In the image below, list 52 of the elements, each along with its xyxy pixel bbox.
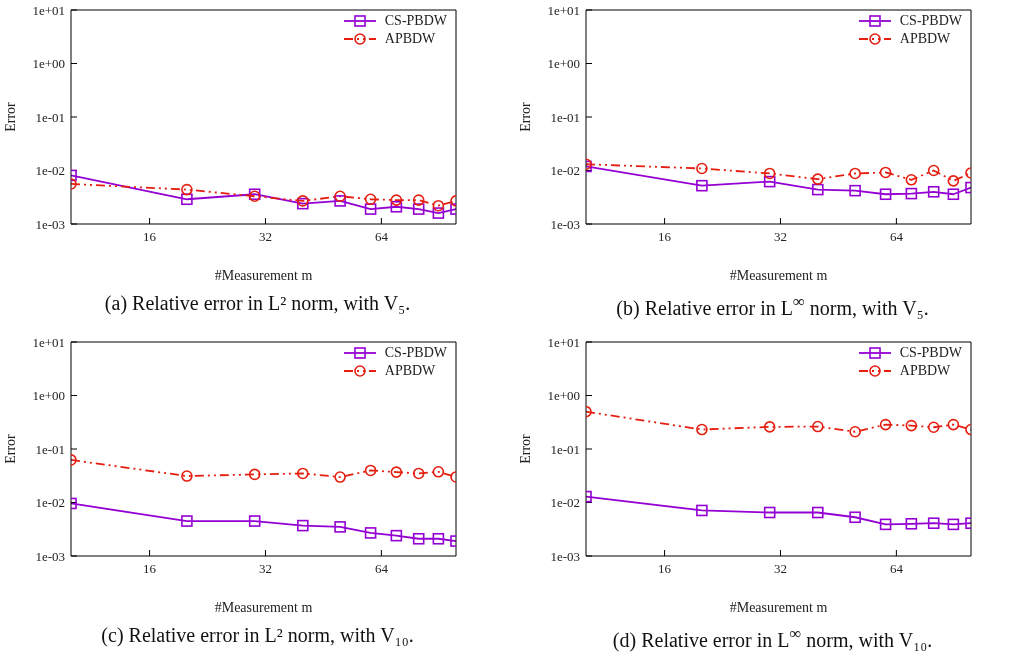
text: (c) Relative error in L² norm, with V₁₀. bbox=[100, 624, 415, 647]
legend-label: APBDW bbox=[899, 31, 951, 47]
y-tick-label: 1e+01 bbox=[547, 2, 580, 18]
x-axis-title: #Measurement m bbox=[729, 600, 828, 615]
legend-label: CS-PBDW bbox=[899, 345, 962, 361]
y-tick-label: 1e-02 bbox=[35, 163, 65, 179]
y-tick-label: 1e+00 bbox=[547, 388, 580, 404]
x-tick-label: 64 bbox=[374, 561, 389, 577]
y-axis-title: Error bbox=[517, 433, 533, 464]
y-tick-label: 1e-02 bbox=[35, 495, 65, 511]
y-axis-title: Error bbox=[2, 433, 18, 464]
x-tick-label: 16 bbox=[658, 229, 672, 245]
y-tick-label: 1e-03 bbox=[35, 548, 65, 564]
y-tick-label: 1e-02 bbox=[550, 495, 580, 511]
y-tick-label: 1e+01 bbox=[32, 334, 65, 350]
y-tick-label: 1e+00 bbox=[32, 388, 65, 404]
x-tick-label: 32 bbox=[773, 229, 787, 245]
y-tick-label: 1e-01 bbox=[550, 109, 580, 125]
y-tick-label: 1e-01 bbox=[550, 441, 580, 457]
x-tick-label: 32 bbox=[258, 229, 272, 245]
legend-label: CS-PBDW bbox=[899, 13, 962, 29]
text: (a) Relative error in L² norm, with V₅. bbox=[103, 292, 412, 315]
x-axis-title: #Measurement m bbox=[214, 268, 313, 283]
y-tick-label: 1e+00 bbox=[32, 56, 65, 72]
x-tick-label: 64 bbox=[889, 229, 904, 245]
text: (b) Relative error in L$^{∞}$ norm, with V₅. bbox=[615, 292, 930, 320]
x-tick-label: 16 bbox=[143, 561, 157, 577]
legend-label: APBDW bbox=[899, 363, 951, 379]
text: (d) Relative error in L$^{∞}$ norm, with V₁₀. bbox=[611, 624, 934, 652]
y-tick-label: 1e-01 bbox=[35, 441, 65, 457]
x-tick-label: 16 bbox=[143, 229, 157, 245]
x-axis-title: #Measurement m bbox=[214, 600, 313, 615]
y-axis-title: Error bbox=[2, 101, 18, 132]
y-tick-label: 1e-03 bbox=[550, 548, 580, 564]
y-tick-label: 1e+01 bbox=[32, 2, 65, 18]
x-tick-label: 64 bbox=[889, 561, 904, 577]
x-axis-title: #Measurement m bbox=[729, 268, 828, 283]
y-tick-label: 1e-02 bbox=[550, 163, 580, 179]
y-tick-label: 1e-03 bbox=[35, 216, 65, 232]
x-tick-label: 32 bbox=[258, 561, 272, 577]
x-tick-label: 32 bbox=[773, 561, 787, 577]
y-tick-label: 1e-01 bbox=[35, 109, 65, 125]
legend-label: CS-PBDW bbox=[384, 13, 447, 29]
legend-label: APBDW bbox=[384, 31, 436, 47]
legend-label: CS-PBDW bbox=[384, 345, 447, 361]
y-tick-label: 1e+01 bbox=[547, 334, 580, 350]
x-tick-label: 64 bbox=[374, 229, 389, 245]
y-axis-title: Error bbox=[517, 101, 533, 132]
x-tick-label: 16 bbox=[658, 561, 672, 577]
legend-label: APBDW bbox=[384, 363, 436, 379]
y-tick-label: 1e+00 bbox=[547, 56, 580, 72]
y-tick-label: 1e-03 bbox=[550, 216, 580, 232]
